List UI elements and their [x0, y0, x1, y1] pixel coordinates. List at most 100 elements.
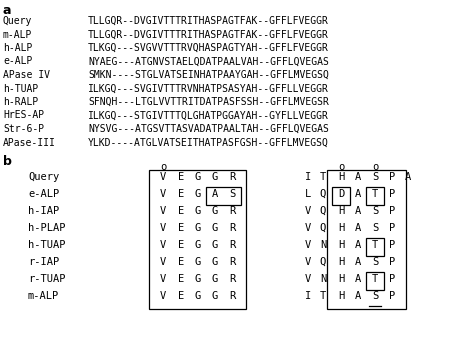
Text: h-TUAP: h-TUAP — [28, 240, 65, 250]
Text: P: P — [389, 172, 395, 182]
Text: A: A — [355, 257, 361, 267]
Text: o: o — [372, 162, 378, 172]
Text: V: V — [160, 206, 166, 216]
Text: V: V — [305, 274, 311, 284]
Text: S: S — [372, 172, 378, 182]
Text: D: D — [338, 189, 344, 199]
Text: V: V — [305, 257, 311, 267]
Text: Q: Q — [320, 257, 326, 267]
Text: E: E — [178, 189, 184, 199]
Text: I: I — [305, 291, 311, 301]
Text: P: P — [389, 223, 395, 233]
Bar — [206, 187, 241, 204]
Text: r-IAP: r-IAP — [28, 257, 59, 267]
Text: P: P — [389, 189, 395, 199]
Text: N: N — [320, 240, 326, 250]
Text: T: T — [320, 172, 326, 182]
Text: m-ALP: m-ALP — [3, 29, 32, 39]
Text: E: E — [178, 206, 184, 216]
Text: H: H — [338, 274, 344, 284]
Text: R: R — [229, 291, 235, 301]
Text: G: G — [195, 172, 201, 182]
Text: A: A — [355, 172, 361, 182]
Text: NYSVG---ATGSVTTASVADATPAALTAH--GFFLQVEGAS: NYSVG---ATGSVTTASVADATPAALTAH--GFFLQVEGA… — [88, 124, 329, 134]
Text: H: H — [338, 206, 344, 216]
Text: I: I — [305, 172, 311, 182]
Text: m-ALP: m-ALP — [28, 291, 59, 301]
Text: G: G — [195, 206, 201, 216]
Text: E: E — [178, 223, 184, 233]
Bar — [327, 170, 406, 308]
Text: P: P — [389, 257, 395, 267]
Text: A: A — [355, 274, 361, 284]
Text: P: P — [389, 206, 395, 216]
Text: A: A — [355, 189, 361, 199]
Text: V: V — [160, 172, 166, 182]
Text: S: S — [372, 223, 378, 233]
Text: V: V — [160, 223, 166, 233]
Text: A: A — [355, 291, 361, 301]
Text: G: G — [212, 291, 218, 301]
Text: A: A — [405, 172, 411, 182]
Text: G: G — [212, 172, 218, 182]
Text: Q: Q — [320, 223, 326, 233]
Text: Str-6-P: Str-6-P — [3, 124, 44, 134]
Text: NYAEG---ATGNVSTAELQDATPAALVAH--GFFLQVEGAS: NYAEG---ATGNVSTAELQDATPAALVAH--GFFLQVEGA… — [88, 56, 329, 66]
Text: E: E — [178, 291, 184, 301]
Bar — [366, 272, 384, 289]
Text: G: G — [212, 274, 218, 284]
Text: P: P — [389, 240, 395, 250]
Text: V: V — [305, 223, 311, 233]
Text: H: H — [338, 223, 344, 233]
Text: G: G — [195, 257, 201, 267]
Text: V: V — [305, 206, 311, 216]
Text: a: a — [3, 4, 11, 17]
Text: e-ALP: e-ALP — [3, 56, 32, 66]
Text: R: R — [229, 206, 235, 216]
Text: A: A — [355, 240, 361, 250]
Bar — [332, 187, 350, 204]
Text: TLLGQR--DVGIVTTTRITHASPAGTFAK--GFFLFVEGGR: TLLGQR--DVGIVTTTRITHASPAGTFAK--GFFLFVEGG… — [88, 16, 329, 26]
Text: V: V — [160, 257, 166, 267]
Text: H: H — [338, 172, 344, 182]
Text: e-ALP: e-ALP — [28, 189, 59, 199]
Text: T: T — [372, 189, 378, 199]
Text: o: o — [338, 162, 344, 172]
Text: ILKGQ---STGIVTTTQLGHATPGGAYAH--GYFLLVEGGR: ILKGQ---STGIVTTTQLGHATPGGAYAH--GYFLLVEGG… — [88, 110, 329, 120]
Text: YLKD----ATGLVATSEITHATPASFGSH--GFFLMVEGSQ: YLKD----ATGLVATSEITHATPASFGSH--GFFLMVEGS… — [88, 137, 329, 147]
Text: R: R — [229, 240, 235, 250]
Text: A: A — [355, 206, 361, 216]
Text: P: P — [389, 274, 395, 284]
Text: r-TUAP: r-TUAP — [28, 274, 65, 284]
Text: P: P — [389, 291, 395, 301]
Text: APase IV: APase IV — [3, 70, 50, 80]
Text: SFNQH---LTGLVVTTRITDATPASFSSH--GFFLMVEGSR: SFNQH---LTGLVVTTRITDATPASFSSH--GFFLMVEGS… — [88, 97, 329, 107]
Text: E: E — [178, 172, 184, 182]
Text: E: E — [178, 257, 184, 267]
Text: A: A — [212, 189, 218, 199]
Text: Query: Query — [28, 172, 59, 182]
Text: V: V — [160, 240, 166, 250]
Text: G: G — [195, 274, 201, 284]
Text: T: T — [320, 291, 326, 301]
Text: TLKGQ---SVGVVTTTRVQHASPAGTYAH--GFFLFVEGGR: TLKGQ---SVGVVTTTRVQHASPAGTYAH--GFFLFVEGG… — [88, 43, 329, 53]
Text: E: E — [178, 274, 184, 284]
Text: R: R — [229, 172, 235, 182]
Text: Query: Query — [3, 16, 32, 26]
Text: R: R — [229, 223, 235, 233]
Text: G: G — [212, 223, 218, 233]
Text: R: R — [229, 274, 235, 284]
Text: ILKGQ---SVGIVTTTRVNHATPSASYAH--GFFLLVEGGR: ILKGQ---SVGIVTTTRVNHATPSASYAH--GFFLLVEGG… — [88, 83, 329, 93]
Text: o: o — [160, 162, 166, 172]
Text: E: E — [178, 240, 184, 250]
Text: G: G — [195, 189, 201, 199]
Text: h-ALP: h-ALP — [3, 43, 32, 53]
Text: R: R — [229, 257, 235, 267]
Text: APase-III: APase-III — [3, 137, 56, 147]
Text: G: G — [195, 223, 201, 233]
Text: TLLGQR--DVGIVTTTRITHASPAGTFAK--GFFLFVEGGR: TLLGQR--DVGIVTTTRITHASPAGTFAK--GFFLFVEGG… — [88, 29, 329, 39]
Text: V: V — [305, 240, 311, 250]
Text: b: b — [3, 155, 12, 168]
Text: S: S — [229, 189, 235, 199]
Text: V: V — [160, 274, 166, 284]
